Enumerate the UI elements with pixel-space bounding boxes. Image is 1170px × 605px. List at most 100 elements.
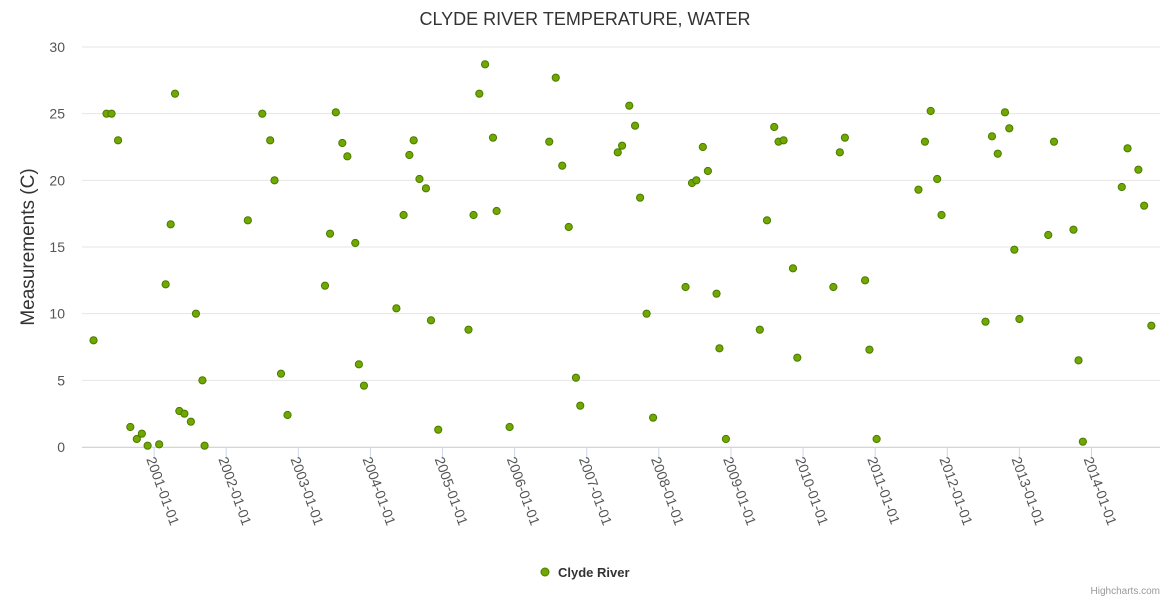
data-point[interactable]	[170, 89, 180, 98]
data-point[interactable]	[469, 210, 478, 220]
data-point[interactable]	[399, 210, 408, 220]
data-point[interactable]	[981, 317, 990, 326]
data-point[interactable]	[1015, 314, 1024, 324]
data-point[interactable]	[762, 216, 772, 225]
data-point[interactable]	[987, 132, 997, 141]
data-point[interactable]	[793, 353, 802, 362]
data-point[interactable]	[681, 282, 690, 292]
data-point[interactable]	[243, 216, 252, 225]
data-point[interactable]	[186, 417, 195, 426]
data-point[interactable]	[270, 176, 279, 185]
data-point[interactable]	[132, 434, 141, 444]
data-point[interactable]	[564, 222, 573, 232]
data-point[interactable]	[545, 137, 554, 146]
data-point[interactable]	[840, 133, 849, 142]
data-point[interactable]	[1123, 144, 1132, 153]
data-point[interactable]	[1000, 108, 1010, 117]
data-point[interactable]	[1074, 356, 1083, 365]
data-point[interactable]	[703, 166, 712, 176]
data-point[interactable]	[126, 422, 135, 432]
data-point[interactable]	[89, 336, 98, 345]
data-point[interactable]	[1078, 437, 1087, 446]
data-point[interactable]	[1044, 230, 1053, 240]
data-point[interactable]	[421, 184, 431, 193]
data-point[interactable]	[426, 316, 436, 325]
data-point[interactable]	[266, 136, 275, 145]
data-point[interactable]	[920, 137, 930, 146]
data-point[interactable]	[320, 281, 330, 290]
data-point[interactable]	[1069, 225, 1078, 234]
data-point[interactable]	[692, 176, 701, 185]
data-point[interactable]	[283, 410, 292, 420]
data-point[interactable]	[166, 220, 175, 229]
data-point[interactable]	[409, 136, 418, 145]
credits-link[interactable]: Highcharts.com	[1091, 586, 1160, 597]
data-point[interactable]	[331, 108, 340, 117]
data-point[interactable]	[788, 264, 798, 273]
data-point[interactable]	[359, 381, 369, 390]
data-point[interactable]	[161, 280, 170, 289]
data-point[interactable]	[872, 434, 881, 444]
data-point[interactable]	[558, 161, 567, 170]
data-point[interactable]	[1010, 245, 1019, 254]
data-point[interactable]	[779, 136, 788, 145]
data-point[interactable]	[1117, 182, 1126, 192]
data-point[interactable]	[755, 325, 764, 334]
data-point[interactable]	[137, 429, 146, 438]
data-point[interactable]	[143, 441, 152, 450]
data-point[interactable]	[475, 89, 484, 98]
data-point[interactable]	[415, 174, 424, 184]
data-point[interactable]	[351, 238, 360, 248]
data-point[interactable]	[926, 106, 935, 116]
data-point[interactable]	[914, 185, 923, 194]
data-point[interactable]	[551, 73, 560, 82]
data-point[interactable]	[492, 206, 501, 216]
data-point[interactable]	[860, 276, 870, 285]
data-point[interactable]	[191, 309, 201, 318]
data-point[interactable]	[405, 150, 414, 160]
data-point[interactable]	[993, 149, 1002, 158]
data-point[interactable]	[698, 142, 707, 152]
legend-marker-icon[interactable]	[540, 567, 550, 577]
data-point[interactable]	[480, 60, 490, 69]
data-point[interactable]	[865, 345, 874, 354]
data-point[interactable]	[343, 152, 352, 161]
data-point[interactable]	[721, 434, 731, 444]
data-point[interactable]	[1147, 321, 1156, 330]
data-point[interactable]	[392, 304, 401, 313]
data-point[interactable]	[712, 289, 721, 298]
data-point[interactable]	[1140, 201, 1149, 210]
data-point[interactable]	[200, 441, 209, 450]
data-point[interactable]	[770, 122, 779, 132]
data-point[interactable]	[488, 133, 498, 142]
data-point[interactable]	[715, 344, 724, 353]
data-point[interactable]	[180, 409, 189, 418]
data-point[interactable]	[625, 101, 634, 110]
data-point[interactable]	[576, 401, 585, 410]
data-point[interactable]	[107, 109, 116, 118]
data-point[interactable]	[1134, 165, 1143, 174]
data-point[interactable]	[636, 193, 645, 202]
data-point[interactable]	[937, 210, 946, 220]
data-point[interactable]	[829, 282, 838, 292]
data-point[interactable]	[571, 373, 581, 382]
data-point[interactable]	[276, 369, 286, 378]
data-point[interactable]	[338, 138, 347, 148]
data-point[interactable]	[933, 174, 942, 184]
legend-label[interactable]: Clyde River	[558, 565, 630, 580]
data-point[interactable]	[155, 440, 164, 449]
data-point[interactable]	[648, 413, 658, 422]
data-point[interactable]	[1049, 137, 1059, 146]
data-point[interactable]	[642, 309, 651, 318]
data-point[interactable]	[617, 141, 627, 150]
data-point[interactable]	[1005, 124, 1014, 133]
data-point[interactable]	[464, 325, 473, 334]
data-point[interactable]	[325, 229, 335, 238]
data-point[interactable]	[835, 148, 844, 157]
data-point[interactable]	[434, 425, 443, 434]
legend[interactable]: Clyde River	[540, 565, 630, 580]
data-point[interactable]	[354, 360, 363, 369]
data-point[interactable]	[630, 121, 640, 130]
data-point[interactable]	[258, 109, 267, 118]
data-point[interactable]	[505, 422, 514, 432]
